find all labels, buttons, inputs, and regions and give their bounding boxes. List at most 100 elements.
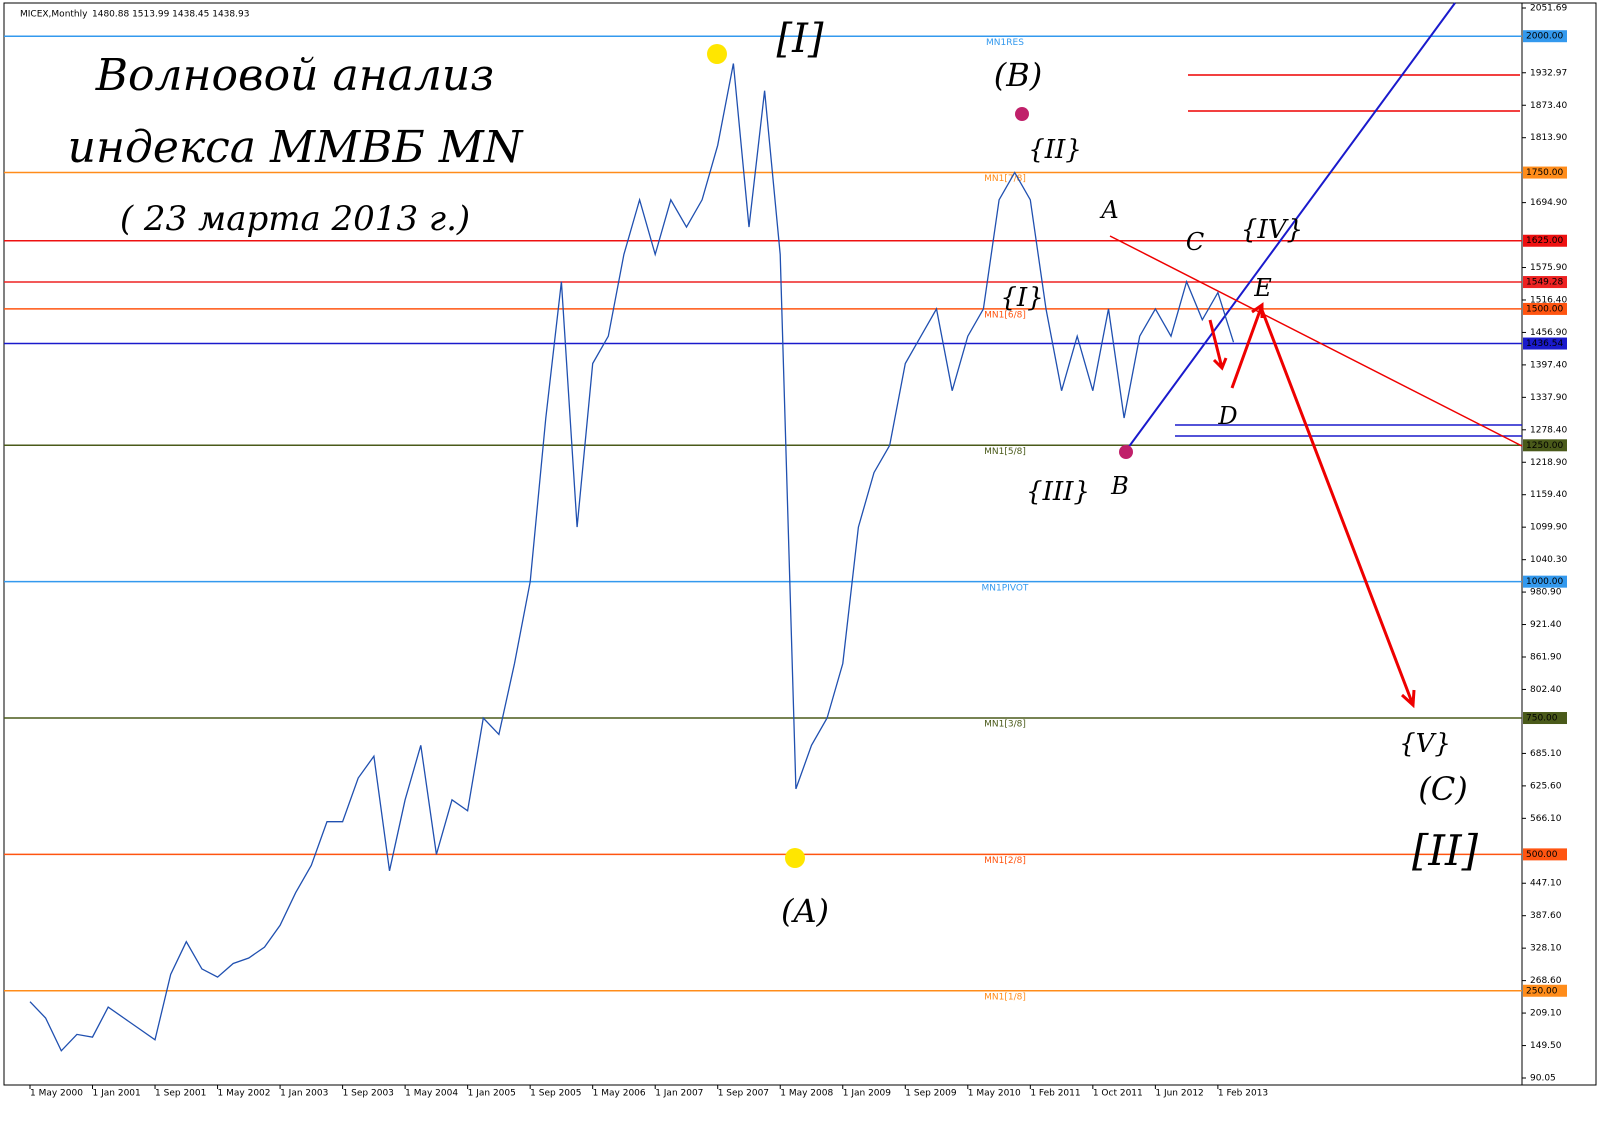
wave-label: (B) — [994, 56, 1042, 94]
y-tick-label: 625.60 — [1530, 781, 1562, 791]
x-tick-label: 1 May 2002 — [218, 1089, 271, 1099]
level-price: 1750.00 — [1526, 168, 1563, 178]
wave-label: C — [1186, 228, 1204, 256]
x-tick-label: 1 Sep 2001 — [155, 1089, 206, 1099]
level-box — [1523, 337, 1567, 350]
wave-label: {II} — [1028, 135, 1082, 165]
title: индекса ММВБ MN — [68, 122, 524, 173]
y-tick-label: 1397.40 — [1530, 360, 1567, 370]
level-price: 2000.00 — [1526, 32, 1563, 42]
level-box — [1523, 30, 1567, 43]
y-tick-label: 268.60 — [1530, 976, 1562, 986]
wave-label: [I] — [776, 16, 823, 62]
y-tick-label: 328.10 — [1530, 944, 1562, 954]
level-name: MN1[7/8] — [984, 174, 1026, 184]
wave-label: {I} — [1000, 283, 1043, 313]
x-tick-label: 1 Jan 2001 — [93, 1089, 141, 1099]
wave-label: (C) — [1418, 770, 1467, 808]
level-name: MN1[6/8] — [984, 311, 1026, 321]
x-tick-label: 1 Sep 2005 — [530, 1089, 581, 1099]
y-tick-label: 387.60 — [1530, 911, 1562, 921]
level-box — [1523, 712, 1567, 725]
y-tick-label: 1218.90 — [1530, 458, 1567, 468]
x-tick-label: 1 Jan 2009 — [843, 1089, 891, 1099]
y-tick-label: 1575.90 — [1530, 263, 1567, 273]
y-tick-label: 1694.90 — [1530, 198, 1567, 208]
x-tick-label: 1 Jun 2012 — [1155, 1089, 1203, 1099]
x-tick-label: 1 May 2000 — [30, 1089, 83, 1099]
y-tick-label: 802.40 — [1530, 685, 1562, 695]
wave-label: (A) — [781, 892, 829, 930]
level-box — [1523, 575, 1567, 588]
wave-label: D — [1217, 402, 1237, 430]
x-tick-label: 1 Jan 2007 — [655, 1089, 703, 1099]
price-axis — [1521, 2, 1597, 1086]
level-name: MN1RES — [986, 38, 1024, 48]
wave-label: {IV} — [1241, 215, 1303, 245]
y-tick-label: 1873.40 — [1530, 101, 1567, 111]
y-tick-label: 1159.40 — [1530, 490, 1567, 500]
price-line — [29, 63, 1235, 1052]
level-name: MN1PIVOT — [982, 583, 1029, 593]
level-price: 1250.00 — [1526, 441, 1563, 451]
y-tick-label: 90.05 — [1530, 1074, 1556, 1084]
level-box — [1523, 276, 1567, 289]
level-price: 1436.54 — [1526, 339, 1563, 349]
level-box — [1523, 848, 1567, 861]
ohlc: 1480.88 1513.99 1438.45 1438.93 — [92, 10, 249, 20]
level-price: 1500.00 — [1526, 304, 1563, 314]
y-tick-label: 1813.90 — [1530, 133, 1567, 143]
y-tick-label: 1278.40 — [1530, 425, 1567, 435]
wave-label: B — [1110, 472, 1129, 500]
y-tick-label: 980.90 — [1530, 588, 1562, 598]
wave-label: E — [1253, 274, 1272, 302]
x-tick-label: 1 May 2010 — [968, 1089, 1021, 1099]
level-price: 1000.00 — [1526, 577, 1563, 587]
y-tick-label: 566.10 — [1530, 814, 1562, 824]
level-price: 250.00 — [1526, 986, 1558, 996]
x-tick-label: 1 May 2004 — [405, 1089, 458, 1099]
drawings — [707, 2, 1523, 868]
level-box — [1523, 166, 1567, 179]
y-tick-label: 861.90 — [1530, 652, 1562, 662]
wave-label: A — [1099, 196, 1118, 224]
level-box — [1523, 302, 1567, 315]
x-tick-label: 1 Sep 2009 — [905, 1089, 957, 1099]
level-box — [1523, 234, 1567, 247]
level-name: MN1[1/8] — [984, 992, 1026, 1002]
x-tick-label: 1 Oct 2011 — [1093, 1089, 1143, 1099]
title: Волновой анализ — [95, 50, 495, 101]
y-tick-label: 1456.90 — [1530, 328, 1567, 338]
y-tick-label: 1099.90 — [1530, 523, 1567, 533]
subtitle: ( 23 марта 2013 г.) — [120, 199, 470, 239]
y-tick-label: 921.40 — [1530, 620, 1562, 630]
y-tick-label: 685.10 — [1530, 749, 1562, 759]
wave-label: {V} — [1399, 729, 1451, 759]
y-tick-label: 447.10 — [1530, 879, 1562, 889]
x-tick-label: 1 May 2008 — [780, 1089, 833, 1099]
x-tick-label: 1 May 2006 — [593, 1089, 646, 1099]
y-tick-label: 209.10 — [1530, 1009, 1562, 1019]
wave-label: {III} — [1026, 477, 1090, 507]
y-tick-label: 2051.69 — [1530, 4, 1567, 14]
y-tick-label: 149.50 — [1530, 1041, 1562, 1051]
y-tick-label: 1337.90 — [1530, 393, 1567, 403]
x-tick-label: 1 Feb 2013 — [1218, 1089, 1268, 1099]
level-box — [1523, 984, 1567, 997]
plot-frame — [3, 2, 1523, 1086]
symbol: MICEX,Monthly — [20, 10, 88, 20]
x-tick-label: 1 Jan 2003 — [280, 1089, 328, 1099]
y-tick-label: 1932.97 — [1530, 68, 1567, 78]
level-price: 1549.28 — [1526, 278, 1563, 288]
level-price: 500.00 — [1526, 850, 1558, 860]
wave-label: [II] — [1412, 826, 1479, 875]
level-name: MN1[5/8] — [984, 447, 1026, 457]
x-tick-label: 1 Feb 2011 — [1030, 1089, 1080, 1099]
level-name: MN1[3/8] — [984, 720, 1026, 730]
wave-labels: Волновой анализ индекса ММВБ MN ( 23 мар… — [68, 16, 1479, 930]
y-tick-label: 1516.40 — [1530, 295, 1567, 305]
x-tick-label: 1 Sep 2007 — [718, 1089, 769, 1099]
level-price: 750.00 — [1526, 714, 1558, 724]
y-tick-label: 1040.30 — [1530, 555, 1567, 565]
